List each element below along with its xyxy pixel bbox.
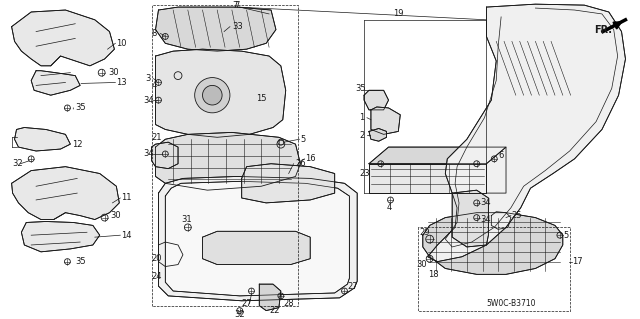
- Polygon shape: [12, 10, 115, 66]
- Text: 19: 19: [394, 10, 404, 19]
- Text: 33: 33: [232, 22, 243, 31]
- Text: 28: 28: [284, 299, 294, 308]
- Text: 17: 17: [573, 257, 583, 266]
- Polygon shape: [159, 176, 357, 301]
- Polygon shape: [156, 7, 276, 51]
- Polygon shape: [486, 147, 506, 193]
- Text: 20: 20: [152, 254, 162, 263]
- Polygon shape: [428, 4, 625, 262]
- Text: 25: 25: [512, 211, 522, 220]
- Text: 30: 30: [109, 68, 119, 77]
- Polygon shape: [259, 284, 281, 311]
- Polygon shape: [242, 164, 335, 203]
- Text: 6: 6: [498, 152, 504, 160]
- Polygon shape: [202, 231, 310, 264]
- Text: 5: 5: [300, 135, 306, 144]
- Text: 23: 23: [359, 169, 370, 178]
- Text: 26: 26: [296, 159, 306, 168]
- Text: 27: 27: [348, 282, 358, 291]
- Text: 29: 29: [420, 228, 430, 237]
- Text: 35: 35: [76, 103, 86, 112]
- Polygon shape: [423, 213, 563, 274]
- Text: 11: 11: [121, 194, 132, 203]
- Text: 35: 35: [76, 257, 86, 266]
- Text: 3: 3: [146, 74, 151, 83]
- Text: 4: 4: [152, 81, 157, 90]
- Polygon shape: [452, 190, 488, 247]
- Text: 31: 31: [181, 215, 191, 224]
- Text: 4: 4: [387, 203, 392, 212]
- Polygon shape: [156, 49, 285, 137]
- Text: 35: 35: [355, 84, 366, 93]
- Polygon shape: [369, 147, 506, 164]
- Text: 13: 13: [116, 78, 127, 87]
- Text: 34: 34: [481, 198, 491, 207]
- Circle shape: [202, 85, 222, 105]
- Text: 30: 30: [111, 211, 121, 220]
- Text: 32: 32: [234, 310, 244, 319]
- Polygon shape: [492, 212, 511, 229]
- Text: 34: 34: [144, 149, 154, 159]
- Polygon shape: [31, 71, 80, 95]
- Text: 16: 16: [305, 154, 316, 163]
- Text: 18: 18: [428, 270, 438, 279]
- Polygon shape: [371, 107, 400, 134]
- Text: 5: 5: [564, 231, 569, 240]
- Text: 34: 34: [481, 215, 491, 224]
- Text: 10: 10: [116, 39, 127, 48]
- Text: 27: 27: [242, 299, 252, 308]
- Text: 14: 14: [121, 231, 132, 240]
- Text: 30: 30: [416, 260, 427, 269]
- Text: 7: 7: [234, 1, 239, 10]
- Text: FR.: FR.: [594, 25, 612, 34]
- Polygon shape: [364, 90, 388, 110]
- Circle shape: [195, 78, 230, 113]
- Text: 8: 8: [152, 29, 157, 38]
- Polygon shape: [152, 142, 178, 169]
- Text: 12: 12: [72, 140, 83, 149]
- Polygon shape: [15, 128, 70, 151]
- Polygon shape: [369, 164, 486, 193]
- Text: 15: 15: [257, 94, 267, 103]
- Polygon shape: [21, 221, 100, 252]
- Polygon shape: [165, 182, 349, 296]
- Polygon shape: [156, 132, 300, 190]
- Text: 34: 34: [144, 96, 154, 105]
- Text: 7: 7: [232, 1, 237, 10]
- Text: 5W0C-B3710: 5W0C-B3710: [486, 299, 536, 308]
- Text: 2: 2: [359, 131, 364, 140]
- Polygon shape: [12, 167, 119, 219]
- Text: 24: 24: [152, 272, 162, 281]
- Text: 32: 32: [13, 159, 23, 168]
- Text: 1: 1: [359, 113, 364, 122]
- Polygon shape: [159, 242, 183, 267]
- Polygon shape: [369, 129, 387, 141]
- Text: 22: 22: [269, 306, 280, 315]
- Text: 21: 21: [152, 133, 162, 142]
